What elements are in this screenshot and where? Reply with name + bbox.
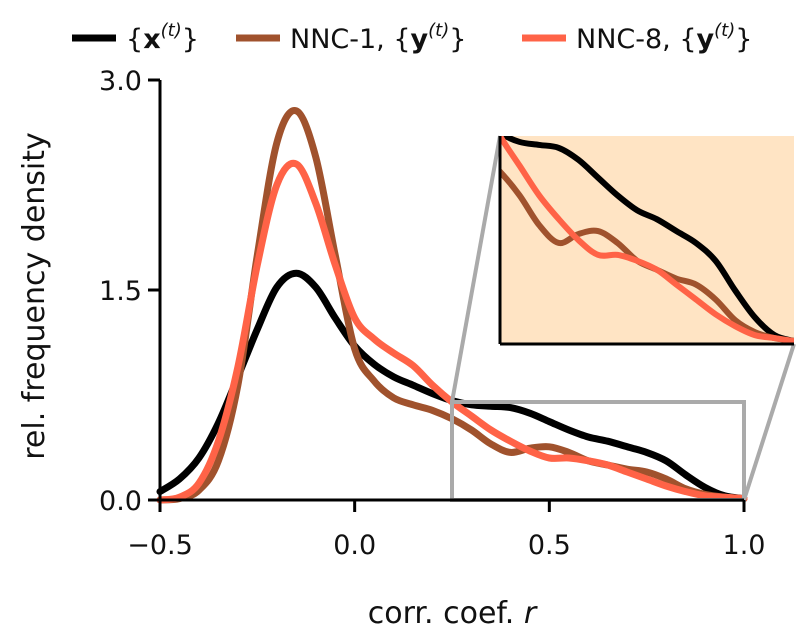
x-tick-label: −0.5 <box>127 530 193 561</box>
y-tick-label: 3.0 <box>99 66 142 97</box>
inset-series-line-0 <box>500 136 794 344</box>
x-axis-title: corr. coef. r <box>368 596 538 631</box>
inset-plot <box>498 136 794 346</box>
x-tick-label: 0.5 <box>528 530 571 561</box>
series-line-2 <box>156 159 748 504</box>
inset-series-line-2 <box>500 136 794 344</box>
y-axis-title: rel. frequency density <box>17 132 52 460</box>
x-tick-label: 1.0 <box>723 530 766 561</box>
y-tick-label: 1.5 <box>99 276 142 307</box>
zoom-connector-line <box>450 135 502 403</box>
y-tick-label: 0.0 <box>99 486 142 517</box>
legend: {x(t)} NNC-1, {y(t)} NNC-8, {y(t)} <box>72 20 752 55</box>
zoom-connector-line <box>742 343 796 501</box>
legend-label-1: NNC-1, {y(t)} <box>290 20 466 55</box>
x-tick-label: 0.0 <box>333 530 376 561</box>
legend-label-2: NNC-8, {y(t)} <box>576 20 752 55</box>
legend-label-0: {x(t)} <box>126 20 199 55</box>
axes: −0.5 0.0 0.5 1.0 0.0 1.5 3.0 <box>99 66 765 561</box>
